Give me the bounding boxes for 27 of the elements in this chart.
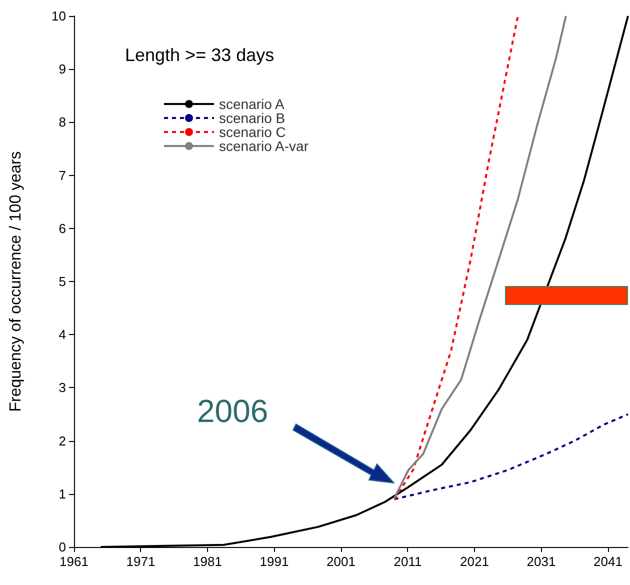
y-tick-label: 4 — [58, 327, 66, 342]
y-tick-label: 0 — [58, 540, 66, 554]
y-tick-label: 8 — [58, 114, 66, 130]
x-tick-label: 2011 — [394, 554, 422, 569]
y-tick-label: 2 — [58, 433, 66, 448]
y-axis-title: Frequency of occurrence / 100 years — [8, 151, 24, 412]
legend-label: scenario A — [219, 96, 286, 112]
y-tick-label: 1 — [58, 486, 66, 502]
x-tick-label: 1991 — [260, 554, 289, 569]
legend-label: scenario A-var — [219, 138, 309, 154]
x-tick-label: 1971 — [126, 554, 156, 569]
text: Length >= 33 days — [125, 45, 274, 65]
y-tick-label: 6 — [58, 220, 66, 236]
x-tick-label: 2021 — [460, 554, 489, 569]
legend-label: scenario C — [219, 124, 286, 140]
x-tick-label: 2001 — [326, 554, 356, 569]
y-tick-label: 10 — [52, 8, 66, 24]
y-tick-label: 7 — [58, 168, 66, 183]
y-tick-label: 9 — [58, 62, 66, 77]
y-tick-label: 5 — [58, 274, 66, 289]
y-tick-label: 3 — [58, 380, 66, 396]
legend-label: scenario B — [219, 110, 286, 126]
annotation: 2006 — [197, 393, 268, 429]
x-tick-label: 2031 — [526, 554, 556, 569]
x-tick-label: 2041 — [594, 554, 622, 569]
x-tick-label: 1961 — [60, 554, 88, 569]
x-tick-label: 1981 — [193, 554, 222, 569]
